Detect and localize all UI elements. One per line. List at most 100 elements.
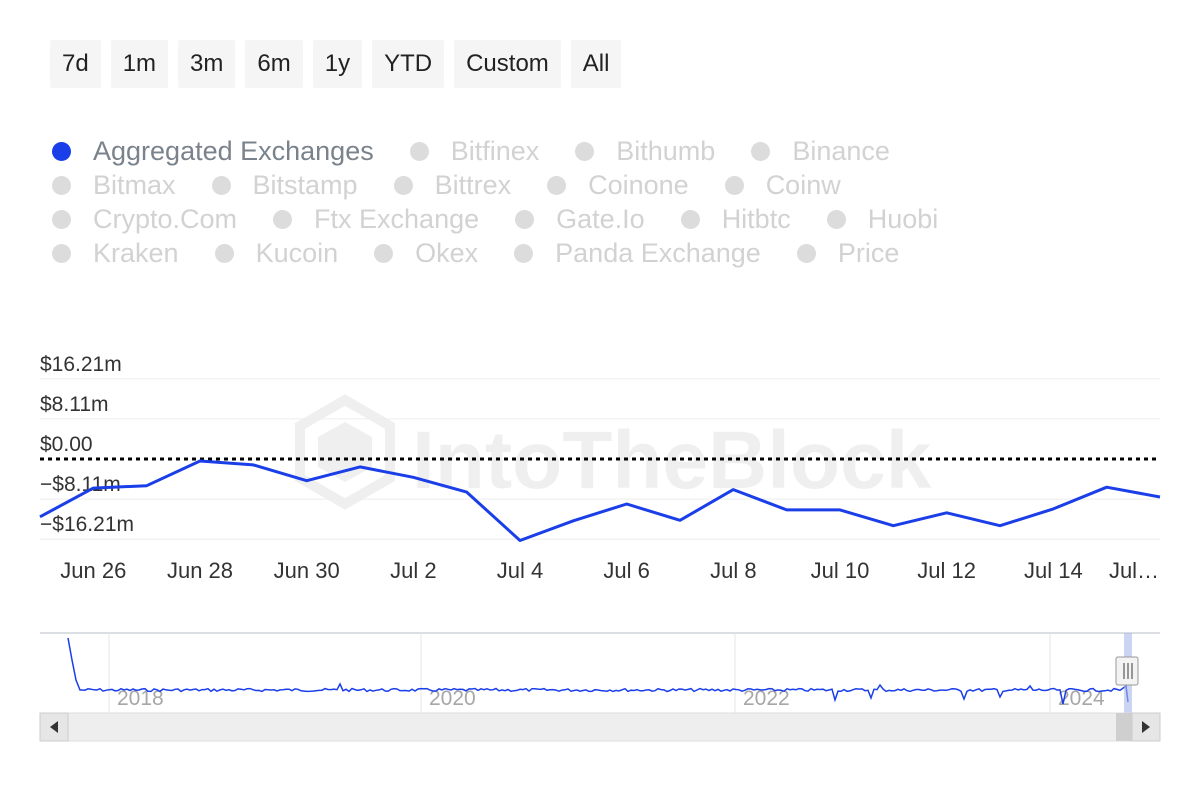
legend-label: Bittrex: [434, 169, 512, 200]
navigator-tick-label: 2022: [743, 687, 790, 710]
legend-row: Kraken Kucoin Okex Panda Exchange Price: [52, 236, 1162, 270]
legend-label: Panda Exchange: [555, 237, 761, 268]
legend-label: Gate.Io: [556, 203, 645, 234]
legend-dot-icon: [393, 175, 413, 195]
legend-dot-icon: [515, 209, 535, 229]
legend-label: Coinone: [588, 169, 689, 200]
series-line-aggregated-exchanges: [39, 459, 1161, 542]
legend-label: Ftx Exchange: [314, 203, 480, 234]
legend-label: Bitstamp: [252, 169, 358, 200]
legend-label: Binance: [792, 135, 890, 166]
legend-label: Bithumb: [616, 135, 716, 166]
x-tick-label: Jul 10: [811, 558, 870, 583]
time-range-selector: 7d 1m 3m 6m 1y YTD Custom All: [50, 40, 622, 88]
legend-label: Bitfinex: [450, 135, 540, 166]
legend-dot-icon: [724, 175, 744, 195]
legend-label: Aggregated Exchanges: [93, 135, 374, 166]
legend-label: Crypto.Com: [93, 203, 238, 234]
y-tick-label: $8.11m: [40, 393, 109, 416]
x-tick-label: Jul 2: [390, 558, 436, 583]
legend-label: Kucoin: [255, 237, 339, 268]
legend-item-crypto-com[interactable]: Crypto.Com: [52, 204, 237, 235]
legend-row: Bitmax Bitstamp Bittrex Coinone Coinw: [52, 168, 1162, 202]
grid-lines: [40, 378, 1160, 540]
legend-item-okex[interactable]: Okex: [374, 238, 478, 269]
navigator-tick-label: 2020: [429, 687, 476, 710]
scrollbar-track[interactable]: [39, 712, 1161, 742]
legend-row: Aggregated Exchanges Bitfinex Bithumb Binan…: [52, 134, 1162, 168]
y-tick-label: $0.00: [40, 433, 93, 456]
legend-label: Coinw: [765, 169, 841, 200]
legend-dot-icon: [547, 175, 567, 195]
legend-label: Huobi: [867, 203, 939, 234]
x-tick-label: Jul 12: [917, 558, 976, 583]
arrow-left-icon: [50, 721, 58, 733]
navigator[interactable]: 2018 2020 2022 2024: [39, 632, 1161, 742]
legend-dot-icon: [273, 209, 293, 229]
range-button-ytd[interactable]: YTD: [372, 40, 445, 88]
legend-item-ftx-exchange[interactable]: Ftx Exchange: [273, 204, 479, 235]
legend-item-bittrex[interactable]: Bittrex: [393, 169, 512, 201]
x-tick-label: Jul…: [1109, 558, 1159, 583]
chart-legend: Aggregated Exchanges Bitfinex Bithumb Binan…: [52, 134, 1162, 270]
legend-label: Okex: [415, 237, 479, 268]
legend-row: Crypto.Com Ftx Exchange Gate.Io Hitbtc Huobi: [52, 202, 1162, 236]
legend-dot-icon: [374, 243, 394, 263]
legend-item-coinone[interactable]: Coinone: [547, 170, 689, 201]
x-tick-label: Jul 6: [603, 558, 649, 583]
legend-item-panda-exchange[interactable]: Panda Exchange: [514, 238, 761, 269]
navigator-series-line: [67, 637, 1129, 705]
legend-item-kucoin[interactable]: Kucoin: [214, 237, 339, 269]
legend-item-binance[interactable]: Binance: [751, 136, 890, 167]
legend-dot-icon: [514, 243, 534, 263]
navigator-tick-label: 2018: [117, 687, 164, 710]
legend-dot-icon: [680, 209, 700, 229]
legend-dot-icon: [211, 175, 231, 195]
navigator-tick-label: 2024: [1058, 687, 1105, 710]
range-button-all[interactable]: All: [570, 40, 622, 88]
legend-item-bitmax[interactable]: Bitmax: [52, 170, 176, 201]
legend-dot-icon: [214, 243, 234, 263]
x-tick-label: Jun 26: [60, 558, 126, 583]
x-tick-label: Jul 8: [710, 558, 756, 583]
legend-item-hitbtc[interactable]: Hitbtc: [680, 204, 791, 235]
legend-dot-icon: [796, 243, 816, 263]
range-button-1m[interactable]: 1m: [110, 40, 169, 88]
range-button-7d[interactable]: 7d: [50, 40, 101, 88]
legend-dot-icon: [52, 141, 71, 161]
scrollbar-thumb[interactable]: [1116, 713, 1132, 741]
legend-item-gate-io[interactable]: Gate.Io: [515, 204, 645, 235]
legend-item-aggregated-exchanges[interactable]: Aggregated Exchanges: [52, 136, 374, 167]
legend-dot-icon: [751, 141, 771, 161]
legend-item-bithumb[interactable]: Bithumb: [575, 136, 715, 167]
y-tick-label: −$16.21m: [40, 513, 134, 536]
legend-item-bitfinex[interactable]: Bitfinex: [409, 135, 540, 167]
legend-dot-icon: [409, 141, 429, 161]
legend-dot-icon: [826, 209, 846, 229]
y-tick-label: $16.21m: [40, 353, 122, 376]
legend-item-price[interactable]: Price: [796, 237, 900, 269]
range-button-custom[interactable]: Custom: [454, 40, 561, 88]
x-axis-labels: Jun 26 Jun 28 Jun 30 Jul 2 Jul 4 Jul 6 Jul 8 Ju…: [60, 558, 1159, 583]
legend-dot-icon: [52, 175, 71, 195]
y-tick-label: −$8.11m: [40, 473, 121, 496]
x-tick-label: Jun 28: [167, 558, 233, 583]
legend-item-huobi[interactable]: Huobi: [826, 203, 939, 235]
legend-dot-icon: [52, 209, 71, 229]
legend-item-kraken[interactable]: Kraken: [52, 238, 179, 269]
legend-item-bitstamp[interactable]: Bitstamp: [211, 169, 358, 201]
legend-label: Bitmax: [93, 169, 176, 200]
navigator-handle[interactable]: [1115, 656, 1139, 686]
x-tick-label: Jul 14: [1024, 558, 1083, 583]
range-button-3m[interactable]: 3m: [178, 40, 236, 88]
legend-dot-icon: [52, 243, 71, 263]
legend-item-coinw[interactable]: Coinw: [724, 169, 841, 201]
legend-dot-icon: [575, 141, 595, 161]
legend-label: Kraken: [93, 237, 179, 268]
watermark-logo: IntoTheBlock: [295, 394, 932, 510]
legend-label: Price: [837, 237, 900, 268]
range-button-6m[interactable]: 6m: [245, 40, 303, 88]
x-tick-label: Jul 4: [497, 558, 543, 583]
range-button-1y[interactable]: 1y: [312, 40, 363, 88]
